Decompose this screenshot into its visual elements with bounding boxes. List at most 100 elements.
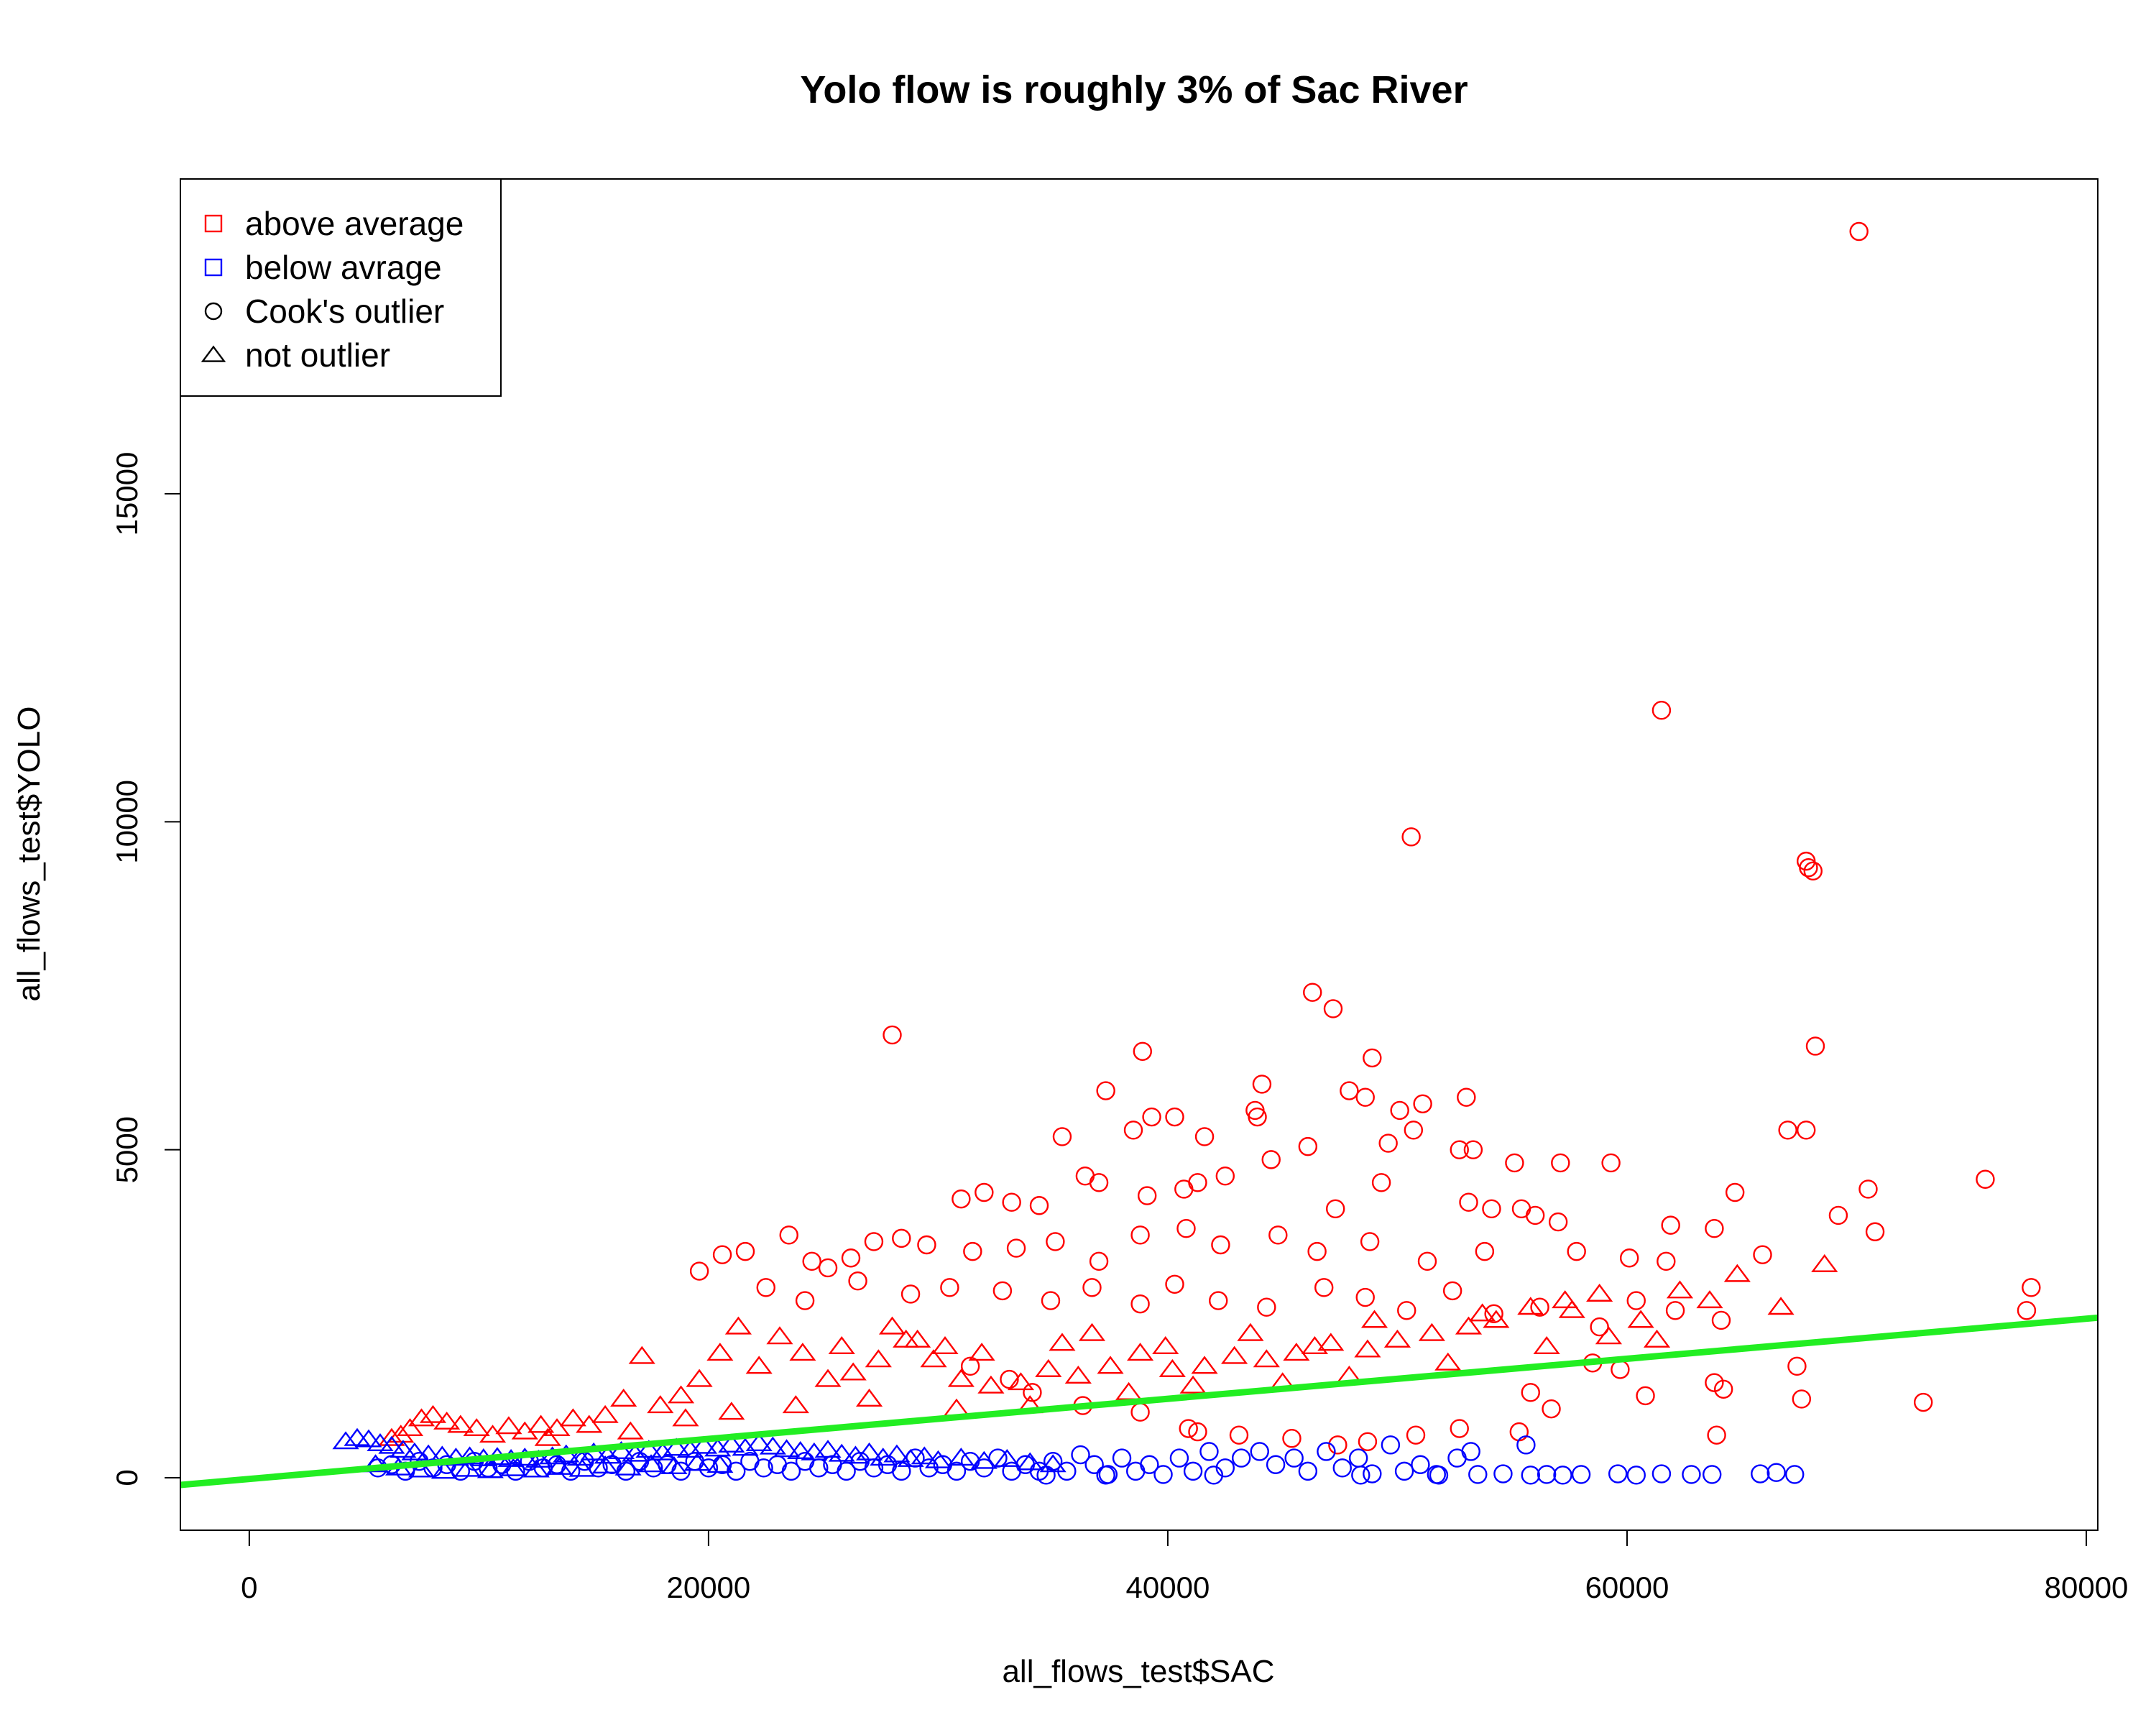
data-point	[1627, 1310, 1654, 1328]
data-point	[947, 1368, 975, 1387]
data-point	[1006, 1238, 1026, 1258]
legend-label: below avrage	[245, 249, 442, 286]
data-point	[865, 1349, 892, 1368]
data-point	[1459, 1192, 1478, 1212]
data-point	[1482, 1199, 1501, 1219]
data-point	[1257, 1297, 1276, 1317]
data-point	[1137, 1186, 1157, 1205]
data-point	[1036, 1466, 1056, 1485]
data-point	[781, 1461, 801, 1481]
data-point	[718, 1434, 745, 1453]
data-point	[568, 1458, 596, 1477]
data-point	[1248, 1107, 1267, 1127]
data-point	[1188, 1422, 1207, 1442]
x-tick-label: 80000	[2045, 1570, 2129, 1604]
data-point	[1611, 1360, 1630, 1379]
data-point	[1371, 1173, 1391, 1192]
data-point	[1332, 1458, 1352, 1478]
data-point	[1787, 1356, 1807, 1376]
data-point	[1828, 1205, 1848, 1225]
data-point	[977, 1375, 1005, 1394]
data-point	[1657, 1251, 1676, 1271]
data-point	[766, 1326, 793, 1345]
data-point	[1521, 1466, 1540, 1485]
data-point	[647, 1395, 674, 1414]
data-point	[453, 1458, 481, 1477]
data-point	[947, 1448, 975, 1466]
data-point	[864, 1232, 884, 1251]
data-point	[1016, 1452, 1044, 1471]
x-tick-label: 20000	[666, 1570, 750, 1604]
data-point	[839, 1362, 867, 1381]
data-point	[1209, 1291, 1228, 1310]
legend-label: Cook's outlier	[245, 293, 444, 330]
data-point	[1252, 1075, 1272, 1094]
data-point	[649, 1442, 676, 1460]
data-point	[1039, 1454, 1067, 1473]
data-point	[1567, 1241, 1586, 1261]
data-point	[1250, 1442, 1269, 1461]
data-point	[1153, 1465, 1173, 1484]
data-point	[1165, 1107, 1184, 1127]
data-point	[724, 1316, 752, 1335]
data-point	[1792, 1389, 1812, 1409]
data-point	[1619, 1248, 1639, 1268]
data-point	[1404, 1121, 1424, 1140]
data-point	[1590, 1317, 1609, 1337]
data-point	[1542, 1399, 1561, 1419]
data-point	[1483, 1310, 1510, 1328]
data-point	[1778, 1121, 1797, 1140]
data-point	[1325, 1199, 1345, 1219]
data-point	[378, 1427, 405, 1446]
data-point	[756, 1278, 775, 1297]
y-tick-label: 15000	[110, 452, 144, 536]
data-point	[1595, 1326, 1623, 1345]
data-point	[534, 1427, 561, 1446]
data-point	[1303, 983, 1322, 1002]
chart-title: Yolo flow is roughly 3% of Sac River	[800, 68, 1468, 111]
data-point	[1548, 1212, 1568, 1232]
data-point	[1237, 1322, 1264, 1341]
data-point	[1552, 1290, 1579, 1309]
data-point	[332, 1431, 359, 1450]
data-point	[1525, 1205, 1545, 1225]
data-point	[1115, 1381, 1143, 1400]
data-point	[396, 1418, 424, 1437]
data-point	[1797, 1121, 1816, 1140]
data-point	[718, 1402, 745, 1420]
data-point	[952, 1189, 971, 1209]
data-point	[1046, 1232, 1065, 1251]
y-axis-label: all_flows_test$YOLO	[11, 707, 47, 1002]
legend-marker	[201, 345, 226, 362]
legend-label: above average	[245, 205, 464, 242]
data-point	[499, 1458, 527, 1476]
data-point	[1199, 1442, 1219, 1461]
data-point	[1075, 1166, 1095, 1186]
data-point	[789, 1343, 816, 1361]
data-point	[591, 1404, 619, 1423]
data-point	[1298, 1461, 1318, 1481]
data-point	[1533, 1335, 1560, 1354]
data-point	[2022, 1278, 2041, 1297]
series-1	[378, 1254, 1838, 1446]
data-point	[975, 1182, 994, 1202]
data-point	[1176, 1218, 1196, 1238]
data-point	[635, 1440, 663, 1458]
data-point	[855, 1442, 883, 1460]
data-point	[1351, 1466, 1370, 1485]
data-point	[1096, 1081, 1115, 1100]
data-point	[1096, 1466, 1115, 1485]
data-point	[1751, 1464, 1770, 1484]
data-point	[1052, 1127, 1072, 1146]
data-point	[970, 1450, 998, 1469]
data-point	[1284, 1448, 1304, 1468]
data-point	[943, 1398, 970, 1417]
data-point	[390, 1440, 417, 1458]
data-point	[442, 1448, 470, 1466]
data-point	[1071, 1445, 1090, 1465]
data-point	[1179, 1375, 1207, 1394]
legend-marker	[204, 302, 223, 321]
data-point	[1805, 1036, 1825, 1056]
data-point	[1417, 1251, 1437, 1271]
data-point	[1127, 1343, 1154, 1361]
